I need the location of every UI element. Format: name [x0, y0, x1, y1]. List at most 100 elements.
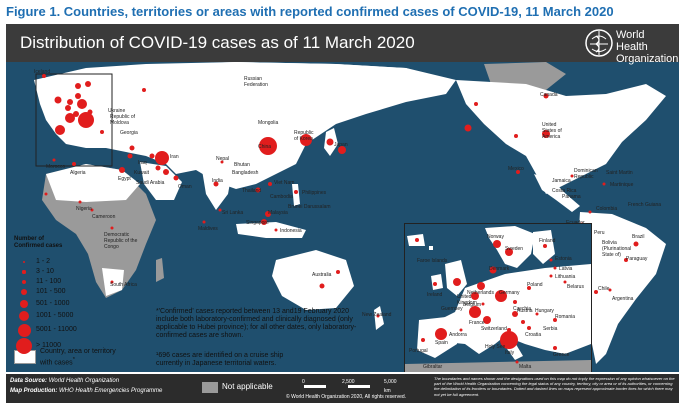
label-frenchguiana: French Guiana — [628, 202, 662, 208]
marker-israel — [127, 153, 133, 159]
label-martinique: Martinique — [610, 182, 634, 188]
inset-label-poland: Poland — [527, 282, 543, 288]
marker-japan — [326, 138, 334, 146]
label-bolivia: Bolivia (Plurinational State of) — [602, 240, 632, 258]
legend-marker-7 — [16, 338, 32, 354]
map-frame: Distribution of COVID-19 cases as of 11 … — [6, 24, 679, 372]
inset-scandinavia — [485, 226, 535, 268]
label-bhutan: Bhutan — [234, 162, 250, 168]
inset-marker-france — [469, 306, 481, 318]
footer: Data Source: World Health Organization M… — [6, 374, 679, 403]
label-japan: Japan — [334, 142, 348, 148]
label-ukraine: Ukraine — [108, 108, 126, 114]
copyright: © World Health Organization 2020, All ri… — [286, 394, 407, 400]
marker-martinique — [602, 182, 606, 186]
confirmed-note-line3: applicable to Hubei province); for all o… — [156, 324, 357, 331]
landmass-indonesia — [236, 222, 306, 238]
legend-title-line2: Confirmed cases — [14, 243, 63, 249]
inset-label-spain: Spain — [435, 340, 448, 346]
inset-marker-romania — [553, 318, 557, 322]
marker-singapore — [261, 219, 267, 225]
inset-label-malta: Malta — [519, 364, 532, 370]
data-source-label: Data Source: — [10, 378, 48, 384]
marker-bahrain — [163, 169, 169, 175]
legend-title-line1: Number of — [14, 236, 44, 242]
marker-russia — [142, 88, 146, 92]
legend-marker-3 — [21, 289, 27, 295]
scale-label-2500: 2,500 — [342, 379, 355, 385]
inset-marker-malta — [515, 360, 519, 364]
marker-france — [65, 113, 75, 123]
inset-marker-norway — [493, 240, 501, 248]
marker-brazil2 — [624, 258, 628, 262]
inset-marker-greece — [553, 346, 557, 350]
marker-argentina — [608, 288, 612, 292]
inset-marker-uk — [453, 278, 461, 286]
marker-srilanka — [218, 208, 222, 212]
inset-marker-lithuania — [549, 274, 553, 278]
marker-italy — [78, 112, 94, 128]
label-algeria: Algeria — [70, 170, 86, 176]
country-with-cases-sup: * — [72, 357, 75, 363]
inset-label-latvia: Latvia — [559, 266, 573, 272]
inset-label-serbia: Serbia — [543, 326, 558, 332]
label-australia: Australia — [312, 272, 332, 278]
map-production: Map Production: WHO Health Emergencies P… — [10, 388, 162, 394]
inset-label-czechia: Czechia — [513, 306, 532, 312]
inset-label-romania: Romania — [555, 314, 576, 320]
marker-southafrica — [110, 280, 114, 284]
inset-marker-sanmarino — [507, 328, 511, 332]
inset-marker-iceland — [415, 238, 419, 242]
confirmed-note-line4: confirmed cases are shown. — [156, 332, 244, 339]
label-egypt: Egypt — [118, 176, 131, 182]
marker-kuwait — [155, 165, 161, 171]
label-iceland: Iceland — [34, 69, 51, 75]
legend-marker-2 — [21, 279, 27, 285]
inset-label-austria: Austria — [517, 308, 533, 314]
marker-thailand — [255, 187, 261, 193]
marker-nepal — [220, 160, 224, 164]
inset-marker-denmark — [489, 266, 497, 274]
legend-label-2: 11 - 100 — [36, 278, 62, 285]
inset-continent — [435, 264, 591, 354]
inset-ireland — [431, 274, 443, 290]
label-mongolia: Mongolia — [258, 120, 279, 126]
marker-sweden — [85, 81, 91, 87]
inset-marker-poland — [527, 286, 531, 290]
marker-colombia — [588, 210, 592, 214]
who-emblem-icon — [585, 29, 613, 57]
marker-chile — [594, 290, 598, 294]
marker-australia2 — [336, 270, 340, 274]
scale-bar: 0 2,500 5,000 km — [302, 379, 397, 395]
marker-switzerland — [73, 111, 79, 117]
landmass-india — [202, 170, 232, 210]
country-with-cases-line1: Country, area or territory — [40, 348, 116, 355]
inset-label-holysee: Holy See — [485, 344, 506, 350]
label-brazil: Brazil — [632, 234, 645, 240]
landmass-philippines — [292, 184, 300, 206]
europe-inset-map — [405, 226, 591, 372]
inset-label-uk: United Kingdom — [457, 294, 477, 306]
map-production-value: WHO Health Emergencies Programme — [59, 388, 163, 394]
inset-marker-austria — [512, 311, 518, 317]
marker-denmark — [75, 93, 81, 99]
marker-algeria — [72, 162, 76, 166]
inset-label-belgium: Belgium — [463, 302, 482, 308]
inset-marker-switzerland — [483, 316, 491, 324]
marker-brazil — [633, 241, 639, 247]
marker-senegal — [44, 192, 48, 196]
label-vietnam: Viet Nam — [274, 180, 295, 186]
label-russia: Russian Federation — [244, 76, 268, 88]
label-colombia: Colombia — [596, 206, 618, 212]
inset-faroe — [429, 246, 433, 250]
inset-label-greece: Greece — [553, 352, 570, 358]
scale-unit: km — [384, 388, 391, 394]
confirmed-note-line2: include both laboratory-confirmed and cl… — [156, 316, 353, 323]
inset-label-belarus: Belarus — [567, 284, 584, 290]
scale-seg-1 — [326, 385, 348, 388]
label-brunei: Brunei Darussalam — [288, 204, 331, 210]
label-southafrica: South Africa — [110, 282, 137, 288]
label-philippines: Philippines — [302, 190, 327, 196]
figure-title: Figure 1. Countries, territories or area… — [6, 4, 614, 19]
legend-label-7: > 11000 — [36, 342, 61, 349]
